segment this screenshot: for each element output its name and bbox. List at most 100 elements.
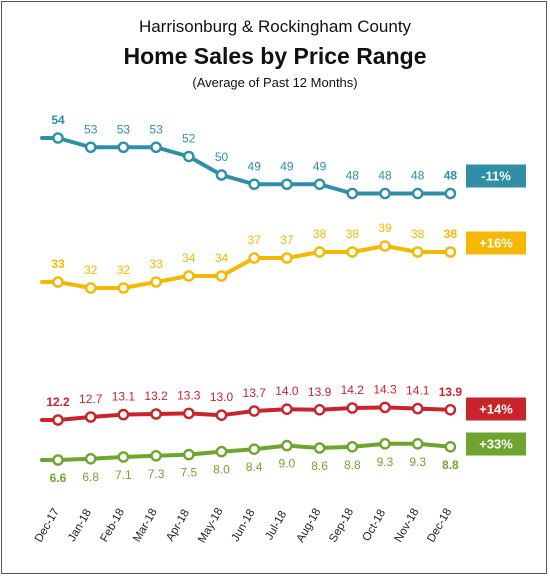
x-tick-label: Aug-18 bbox=[295, 506, 324, 544]
series-1-data-label: 38 bbox=[411, 227, 425, 241]
series-3-data-label: 8.8 bbox=[344, 458, 361, 472]
series-1-data-label: 38 bbox=[313, 227, 327, 241]
series-0-point bbox=[444, 187, 457, 200]
series-1-data-label: 37 bbox=[248, 233, 262, 247]
series-2-point bbox=[215, 409, 228, 422]
x-tick-label: Jun-18 bbox=[230, 507, 258, 543]
series-3-data-label: 7.3 bbox=[148, 467, 165, 481]
series-0-data-label: 53 bbox=[117, 122, 131, 136]
series-1-data-label: 37 bbox=[280, 233, 294, 247]
series-0-point bbox=[182, 150, 195, 163]
x-tick-label: Oct-18 bbox=[361, 508, 389, 544]
series-1-data-label: 33 bbox=[51, 257, 65, 271]
series-2-point bbox=[84, 411, 97, 423]
series-0-point bbox=[84, 141, 97, 154]
series-1-point bbox=[248, 252, 260, 264]
series-3-data-label: 8.6 bbox=[311, 459, 328, 473]
series-2-point bbox=[313, 403, 326, 416]
series-2-data-label: 13.2 bbox=[144, 389, 168, 403]
series-1: 33 32 32 33 34 34 37 37 38 38 39 38 38 +16% bbox=[40, 221, 526, 294]
series-2-data-label: 13.9 bbox=[308, 385, 332, 399]
series-1-data-label: 34 bbox=[182, 251, 196, 265]
series-0-data-label: 49 bbox=[313, 159, 327, 173]
series-3-point bbox=[379, 437, 391, 450]
series-2-data-label: 13.3 bbox=[177, 388, 201, 402]
series-2-data-label: 12.2 bbox=[46, 395, 70, 409]
series-3-data-label: 7.5 bbox=[180, 466, 197, 480]
series-1-data-label: 38 bbox=[346, 227, 360, 241]
x-tick-label: Jan-18 bbox=[66, 507, 94, 543]
series-0-data-label: 50 bbox=[215, 150, 229, 164]
series-1-point bbox=[150, 276, 162, 288]
series-3-data-label: 6.8 bbox=[82, 470, 99, 484]
series-0-point bbox=[215, 169, 228, 181]
series-0-change-text: -11% bbox=[481, 169, 511, 184]
series-0-data-label: 53 bbox=[84, 122, 98, 136]
series-2-data-label: 14.0 bbox=[275, 384, 299, 398]
x-tick-label: Dec-18 bbox=[425, 506, 454, 544]
series-2-data-label: 13.1 bbox=[112, 390, 136, 404]
series-2-data-label: 12.7 bbox=[79, 392, 103, 406]
series-2-change-badge bbox=[466, 397, 526, 421]
series-3-point bbox=[248, 443, 260, 456]
series-2-point bbox=[379, 401, 391, 414]
series-2-data-label: 13.7 bbox=[243, 386, 267, 400]
series-2-change-text: +14% bbox=[479, 402, 513, 417]
x-tick-label: Nov-18 bbox=[393, 506, 422, 544]
series-0-data-label: 52 bbox=[182, 132, 196, 146]
series-2-point bbox=[182, 407, 195, 420]
x-tick-label: Jul-18 bbox=[263, 509, 289, 542]
series-3-point bbox=[444, 440, 457, 453]
series-3-data-label: 8.4 bbox=[246, 460, 263, 474]
series-0-point bbox=[117, 141, 130, 154]
series-3-point bbox=[313, 442, 326, 454]
series-3-change-badge bbox=[466, 432, 526, 456]
series-1-point bbox=[346, 246, 359, 258]
series-1-point bbox=[281, 252, 293, 264]
series-3-point bbox=[52, 454, 64, 466]
series-2: 12.2 12.7 13.1 13.2 13.3 13.0 13.7 14.0 13.9 14.2… bbox=[40, 382, 526, 426]
series-3-point bbox=[281, 439, 293, 452]
series-1-point bbox=[84, 282, 97, 294]
series-3-data-label: 9.3 bbox=[377, 455, 394, 469]
series-0-data-label: 49 bbox=[280, 159, 294, 173]
series-1-point bbox=[379, 240, 391, 252]
x-tick-label: May-18 bbox=[196, 506, 226, 545]
series-0-data-label: 48 bbox=[346, 169, 360, 183]
series-0-point bbox=[248, 178, 260, 191]
chart-title-line1: Harrisonburg & Rockingham County bbox=[138, 17, 412, 36]
series-0-data-label: 48 bbox=[378, 169, 392, 183]
series-1-point bbox=[313, 246, 326, 258]
series-2-data-label: 13.9 bbox=[439, 385, 463, 399]
series-1-change-text: +16% bbox=[479, 236, 513, 251]
series-1-point bbox=[444, 246, 457, 258]
series-1-point bbox=[52, 276, 64, 288]
series-2-data-label: 13.0 bbox=[210, 390, 234, 404]
series-0-data-label: 49 bbox=[248, 159, 262, 173]
series-0-point bbox=[313, 178, 326, 191]
series-2-point bbox=[444, 403, 457, 416]
series-1-point bbox=[215, 270, 228, 282]
chart-subtitle: (Average of Past 12 Months) bbox=[192, 75, 358, 90]
series-3-point bbox=[411, 437, 424, 450]
series-0-point bbox=[52, 132, 64, 144]
series-2-point bbox=[117, 408, 130, 421]
series-1-data-label: 39 bbox=[378, 221, 392, 235]
series-3-data-label: 7.1 bbox=[115, 468, 132, 482]
series-0: 54 53 53 53 52 50 49 49 49 48 48 48 48 -11% bbox=[40, 113, 526, 200]
series-0-point bbox=[281, 178, 293, 191]
x-tick-label: Apr-18 bbox=[164, 508, 192, 544]
series-0-data-label: 48 bbox=[444, 169, 458, 183]
series-0-point bbox=[411, 187, 424, 200]
series-0-point bbox=[150, 141, 162, 154]
series-1-data-label: 38 bbox=[444, 227, 458, 241]
series-1-data-label: 34 bbox=[215, 251, 229, 265]
series-1-data-label: 32 bbox=[84, 263, 98, 277]
series-3-point bbox=[84, 452, 97, 465]
series-2-point bbox=[52, 414, 64, 426]
series-2-point bbox=[248, 405, 260, 417]
series-2-point bbox=[281, 403, 293, 416]
series-0-data-label: 48 bbox=[411, 169, 425, 183]
series-2-data-label: 14.3 bbox=[373, 382, 397, 396]
